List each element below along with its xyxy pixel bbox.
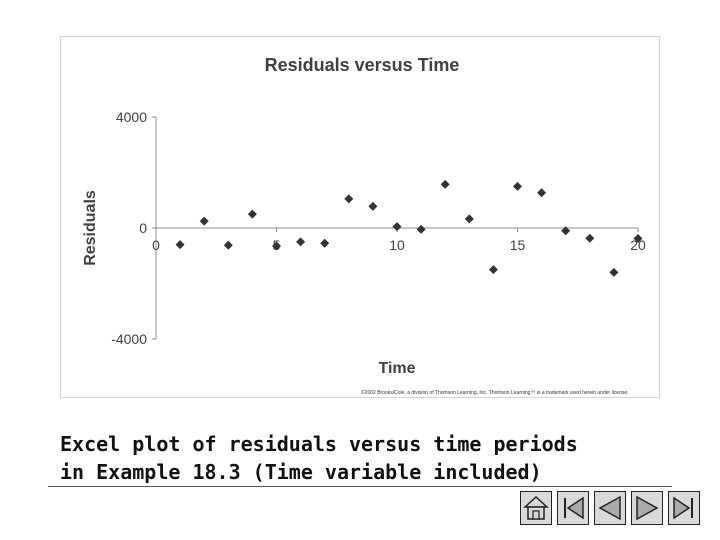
data-point xyxy=(320,238,330,248)
data-point xyxy=(296,237,306,247)
caption-divider xyxy=(48,486,672,487)
data-point xyxy=(344,194,354,204)
x-tick-label: 0 xyxy=(152,237,160,253)
data-point xyxy=(175,240,185,250)
data-point xyxy=(416,224,426,234)
slide-caption: Excel plot of residuals versus time peri… xyxy=(60,430,660,486)
y-axis-title: Residuals xyxy=(82,190,99,266)
last-slide-icon xyxy=(673,496,693,520)
chart-title: Residuals versus Time xyxy=(265,55,460,75)
home-button[interactable] xyxy=(520,491,552,525)
data-point xyxy=(585,233,595,243)
data-point xyxy=(368,201,378,211)
y-tick-label: 4000 xyxy=(116,109,147,125)
data-point xyxy=(488,265,498,275)
x-tick-label: 20 xyxy=(630,237,646,253)
previous-slide-button[interactable] xyxy=(594,491,626,525)
previous-slide-icon xyxy=(598,495,621,521)
x-axis-title: Time xyxy=(378,360,415,377)
data-point xyxy=(464,214,474,224)
data-point xyxy=(537,188,547,198)
data-point xyxy=(440,179,450,189)
first-slide-icon xyxy=(564,496,584,520)
copyright-notice: ©2002 Brooks/Cole, a division of Thomson… xyxy=(361,389,629,396)
data-point xyxy=(633,234,643,244)
data-point xyxy=(247,209,257,219)
next-slide-button[interactable] xyxy=(631,491,663,525)
y-tick-label: -4000 xyxy=(111,331,147,347)
residuals-chart: Residuals versus Time Residuals Time 400… xyxy=(82,55,646,396)
data-point xyxy=(392,222,402,232)
y-tick-label: 0 xyxy=(139,220,147,236)
next-slide-icon xyxy=(636,495,659,521)
x-tick-label: 10 xyxy=(389,237,405,253)
caption-line-1: Excel plot of residuals versus time peri… xyxy=(60,432,578,456)
data-point xyxy=(513,181,522,191)
first-slide-button[interactable] xyxy=(557,491,589,525)
x-tick-label: 15 xyxy=(510,237,526,253)
slide-navigation xyxy=(520,491,700,527)
data-point xyxy=(609,267,619,277)
data-point xyxy=(272,241,281,251)
caption-line-2: in Example 18.3 (Time variable included) xyxy=(60,460,542,484)
last-slide-button[interactable] xyxy=(668,491,700,525)
data-point xyxy=(223,240,233,250)
chart-frame: Residuals versus Time Residuals Time 400… xyxy=(60,36,660,398)
home-icon xyxy=(523,495,549,520)
data-point xyxy=(199,216,209,226)
data-point xyxy=(561,226,571,236)
